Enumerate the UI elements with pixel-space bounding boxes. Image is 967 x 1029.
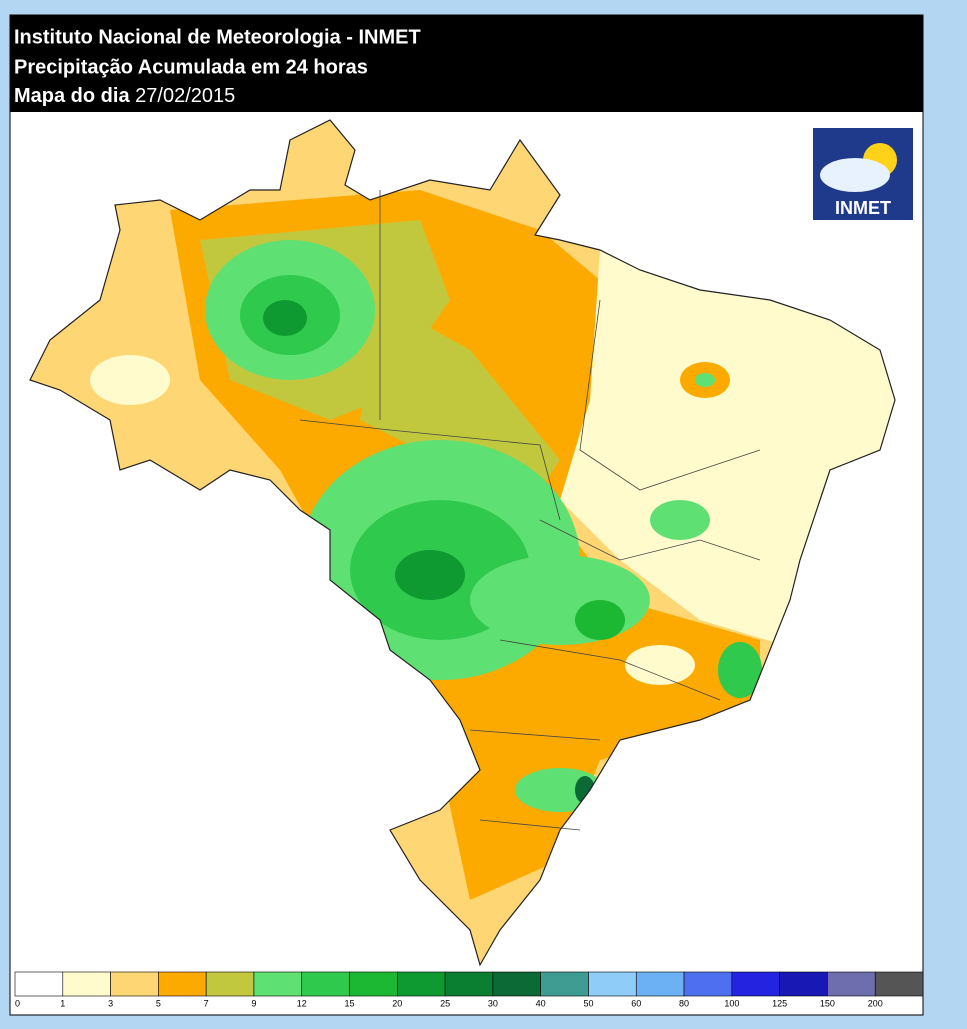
state-borders — [299, 190, 761, 831]
legend-label: 50 — [583, 998, 593, 1008]
legend-label: 150 — [820, 998, 835, 1008]
legend-label: 12 — [297, 998, 307, 1008]
legend-label: 3 — [108, 998, 113, 1008]
legend-label: 1 — [60, 998, 65, 1008]
legend-label: 9 — [251, 998, 256, 1008]
date: 27/02/2015 — [135, 85, 235, 107]
legend-swatch — [540, 971, 589, 997]
legend-swatch — [14, 971, 64, 997]
logo-text: INMET — [835, 198, 891, 218]
legend-swatch — [397, 971, 446, 997]
legend-label: 80 — [679, 998, 689, 1008]
date-label: Mapa do dia — [14, 85, 130, 107]
legend-swatch — [444, 971, 494, 997]
legend-swatch — [158, 971, 207, 997]
header-bar — [10, 15, 923, 112]
legend-swatch — [779, 971, 828, 997]
legend-label: 25 — [440, 998, 450, 1008]
legend-swatch — [62, 971, 111, 997]
legend-label: 40 — [536, 998, 546, 1008]
legend-label: 60 — [631, 998, 641, 1008]
legend-swatch — [110, 971, 159, 997]
legend-label: 0 — [15, 998, 20, 1008]
legend-swatch — [731, 971, 780, 997]
legend-swatch — [253, 971, 303, 997]
legend-swatch — [635, 971, 685, 997]
legend-swatch — [588, 971, 637, 997]
title: Instituto Nacional de Meteorologia - INM… — [14, 26, 421, 48]
legend-label: 30 — [488, 998, 498, 1008]
legend-label: 7 — [204, 998, 209, 1008]
legend-swatch — [874, 971, 924, 997]
legend-swatch — [827, 971, 876, 997]
legend-swatch — [205, 971, 255, 997]
legend: 0 1 3 5 7 9 12 15 20 25 30 40 50 60 80 100 125 150 200 — [14, 971, 924, 1008]
subtitle: Precipitação Acumulada em 24 horas — [14, 56, 368, 78]
legend-swatch — [492, 971, 541, 997]
date-line: Mapa do dia 27/02/2015 — [14, 85, 235, 107]
legend-label: 15 — [345, 998, 355, 1008]
legend-swatch — [301, 971, 350, 997]
legend-swatch — [349, 971, 398, 997]
legend-label: 125 — [772, 998, 787, 1008]
legend-label: 20 — [392, 998, 402, 1008]
legend-label: 200 — [868, 998, 883, 1008]
legend-label: 100 — [724, 998, 739, 1008]
legend-swatch — [683, 971, 733, 997]
legend-label: 5 — [156, 998, 161, 1008]
